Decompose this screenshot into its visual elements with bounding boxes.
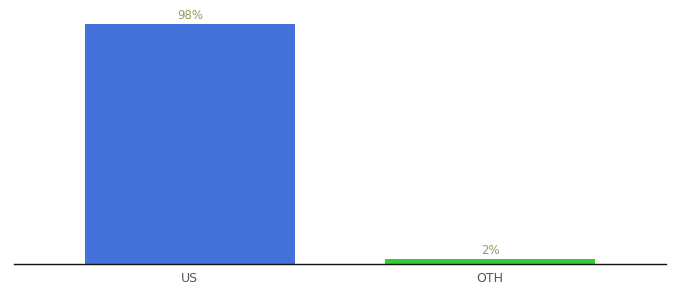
Bar	[85, 24, 295, 264]
Text: 2%: 2%	[481, 244, 499, 257]
Bar	[385, 259, 595, 264]
Text: 98%: 98%	[177, 9, 203, 22]
